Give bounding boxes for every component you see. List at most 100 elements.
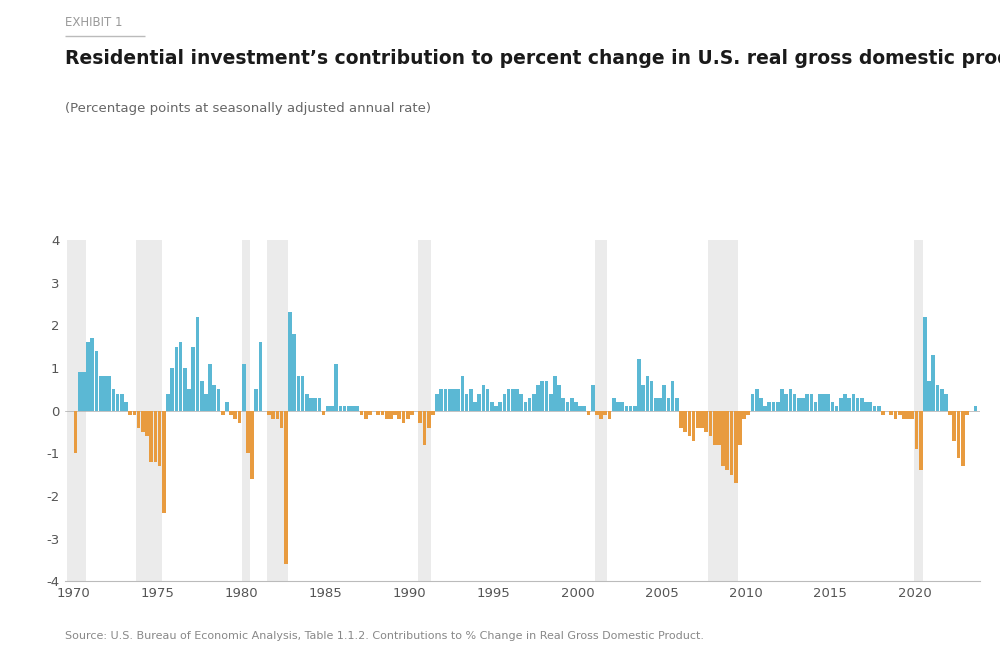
Bar	[801, 397, 805, 411]
Bar	[225, 402, 229, 411]
Bar	[418, 240, 431, 581]
Bar	[595, 411, 599, 415]
Bar	[477, 394, 481, 411]
Bar	[713, 411, 717, 445]
Bar	[74, 411, 77, 453]
Bar	[927, 381, 931, 411]
Bar	[242, 240, 250, 581]
Bar	[650, 381, 653, 411]
Bar	[498, 402, 502, 411]
Bar	[297, 376, 300, 411]
Bar	[162, 411, 166, 513]
Bar	[784, 394, 788, 411]
Bar	[553, 376, 557, 411]
Bar	[620, 402, 624, 411]
Bar	[435, 394, 439, 411]
Bar	[494, 406, 498, 411]
Bar	[267, 411, 271, 415]
Bar	[658, 397, 662, 411]
Bar	[233, 411, 237, 419]
Bar	[507, 389, 510, 411]
Bar	[448, 389, 452, 411]
Text: (Percentage points at seasonally adjusted annual rate): (Percentage points at seasonally adjuste…	[65, 102, 431, 115]
Bar	[873, 406, 876, 411]
Bar	[343, 406, 346, 411]
Bar	[465, 394, 468, 411]
Bar	[667, 397, 670, 411]
Bar	[418, 411, 422, 424]
Bar	[376, 411, 380, 415]
Bar	[250, 411, 254, 479]
Bar	[835, 406, 838, 411]
Bar	[582, 406, 586, 411]
Bar	[646, 376, 649, 411]
Bar	[810, 394, 813, 411]
Bar	[860, 397, 864, 411]
Bar	[625, 406, 628, 411]
Bar	[910, 411, 914, 419]
Bar	[322, 411, 325, 415]
Bar	[330, 406, 334, 411]
Bar	[940, 389, 944, 411]
Bar	[473, 402, 477, 411]
Bar	[654, 397, 658, 411]
Bar	[431, 411, 435, 415]
Bar	[519, 394, 523, 411]
Bar	[355, 406, 359, 411]
Bar	[889, 411, 893, 415]
Bar	[208, 364, 212, 411]
Bar	[574, 402, 578, 411]
Bar	[276, 411, 279, 419]
Bar	[915, 411, 918, 449]
Bar	[877, 406, 881, 411]
Bar	[746, 411, 750, 415]
Bar	[204, 394, 208, 411]
Bar	[545, 381, 548, 411]
Bar	[212, 385, 216, 411]
Bar	[99, 376, 103, 411]
Bar	[843, 394, 847, 411]
Bar	[708, 240, 738, 581]
Bar	[120, 394, 124, 411]
Bar	[721, 411, 725, 466]
Bar	[423, 411, 426, 445]
Bar	[221, 411, 225, 415]
Bar	[179, 342, 182, 411]
Bar	[814, 402, 817, 411]
Bar	[511, 389, 515, 411]
Bar	[704, 411, 708, 432]
Bar	[259, 342, 262, 411]
Bar	[780, 389, 784, 411]
Bar	[923, 317, 927, 411]
Bar	[309, 397, 313, 411]
Bar	[170, 368, 174, 411]
Bar	[797, 397, 801, 411]
Bar	[709, 411, 712, 436]
Bar	[616, 402, 620, 411]
Bar	[776, 402, 780, 411]
Bar	[578, 406, 582, 411]
Bar	[141, 411, 145, 432]
Bar	[128, 411, 132, 415]
Bar	[347, 406, 351, 411]
Bar	[557, 385, 561, 411]
Bar	[271, 411, 275, 419]
Bar	[456, 389, 460, 411]
Bar	[587, 411, 590, 415]
Bar	[389, 411, 393, 419]
Bar	[305, 394, 309, 411]
Bar	[200, 381, 204, 411]
Bar	[696, 411, 700, 428]
Bar	[326, 406, 330, 411]
Bar	[158, 411, 161, 466]
Bar	[393, 411, 397, 415]
Bar	[540, 381, 544, 411]
Bar	[831, 402, 834, 411]
Bar	[246, 411, 250, 453]
Bar	[515, 389, 519, 411]
Bar	[599, 411, 603, 419]
Bar	[136, 240, 162, 581]
Bar	[919, 411, 923, 470]
Bar	[763, 406, 767, 411]
Bar	[961, 411, 965, 466]
